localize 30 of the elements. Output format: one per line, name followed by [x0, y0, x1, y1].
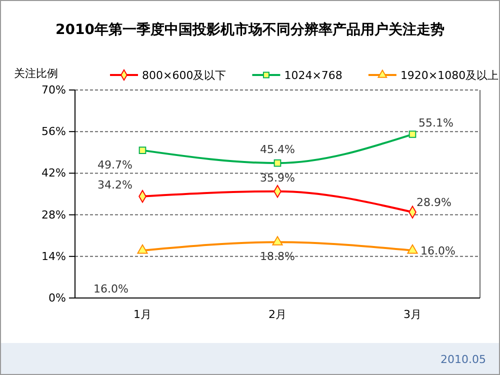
x-tick-label: 1月 [134, 308, 152, 321]
point [407, 244, 418, 254]
y-tick-label: 56% [42, 125, 66, 138]
y-tick-label: 14% [42, 250, 66, 263]
x-tick-label: 2月 [268, 308, 286, 321]
data-label: 18.8% [260, 250, 295, 264]
data-label: 49.7% [98, 158, 132, 172]
point [274, 159, 282, 167]
point [138, 146, 146, 154]
text: 2010.05 [440, 353, 486, 366]
chart-title: 2010年第一季度中国投影机市场不同分辨率产品用户关注走势 [56, 21, 444, 38]
y-tick-label: 42% [42, 166, 66, 180]
data-label: 34.2% [98, 178, 132, 192]
data-label: 35.9% [260, 171, 295, 184]
legend-label: 1920×1080及以上 [400, 69, 499, 82]
y-tick-label: 0% [48, 292, 66, 305]
point [137, 244, 148, 254]
legend-label: 1024×768 [284, 69, 342, 82]
data-label: 16.0% [420, 244, 456, 258]
y-tick-label: 70% [42, 84, 66, 97]
data-label: 55.1% [418, 116, 454, 130]
point [272, 236, 283, 246]
x-tick-label: 3月 [404, 308, 422, 321]
legend-label: 800×600及以下 [142, 69, 226, 82]
data-label: 16.0% [94, 282, 128, 296]
y-axis-title: 关注比例 [14, 67, 58, 80]
data-label: 28.9% [416, 196, 452, 210]
data-label: 45.4% [260, 143, 295, 156]
y-tick-label: 28% [42, 208, 66, 222]
point [408, 130, 416, 138]
